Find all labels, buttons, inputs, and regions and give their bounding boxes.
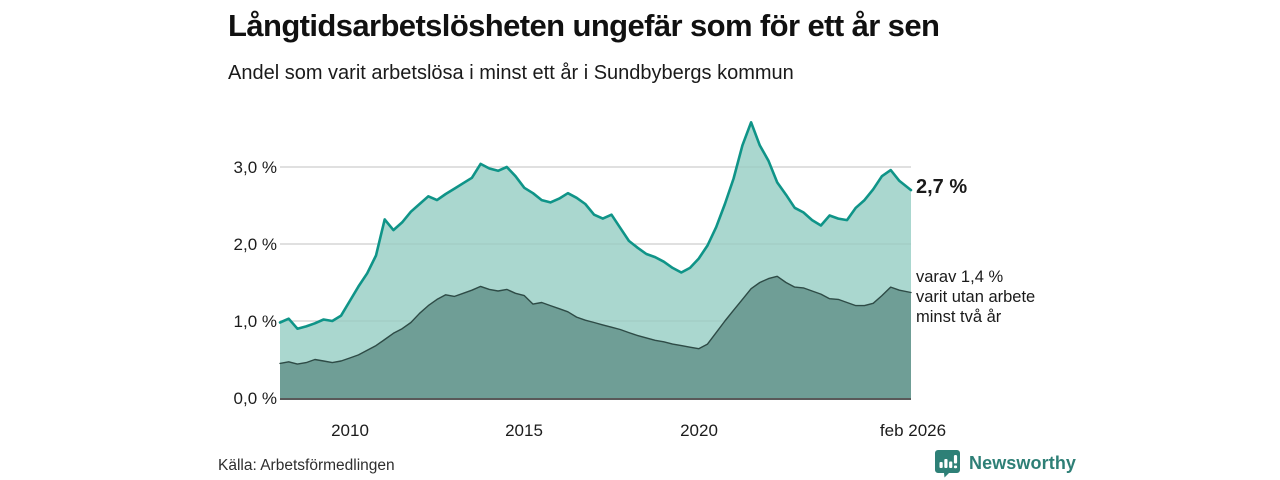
y-axis-tick-label: 2,0 % [233, 235, 277, 254]
y-axis-tick-label: 1,0 % [233, 312, 277, 331]
y-axis-tick-label: 3,0 % [233, 158, 277, 177]
value-annotation-subset: varav 1,4 % varit utan arbete minst två … [916, 267, 1035, 327]
value-annotation-subset-line: varit utan arbete [916, 288, 1036, 306]
newsworthy-logo[interactable]: Newsworthy [934, 448, 1076, 478]
brand-name: Newsworthy [969, 452, 1077, 473]
page-subtitle: Andel som varit arbetslösa i minst ett å… [228, 62, 794, 84]
newsworthy-logo-icon [935, 449, 960, 477]
value-annotation-subset-line: minst två år [916, 308, 1002, 326]
source-text: Källa: Arbetsförmedlingen [218, 457, 395, 474]
x-axis-tick-label: 2020 [680, 421, 718, 440]
x-axis-tick-label: feb 2026 [879, 421, 947, 440]
x-axis-tick-label: 2015 [505, 421, 543, 440]
value-annotation-subset-line: varav 1,4 % [916, 268, 1004, 286]
page-title: Långtidsarbetslösheten ungefär som för e… [228, 8, 940, 43]
value-annotation-total: 2,7 % [916, 176, 968, 198]
x-axis-tick-label: 2010 [331, 421, 369, 440]
y-axis-tick-label: 0,0 % [233, 389, 277, 408]
